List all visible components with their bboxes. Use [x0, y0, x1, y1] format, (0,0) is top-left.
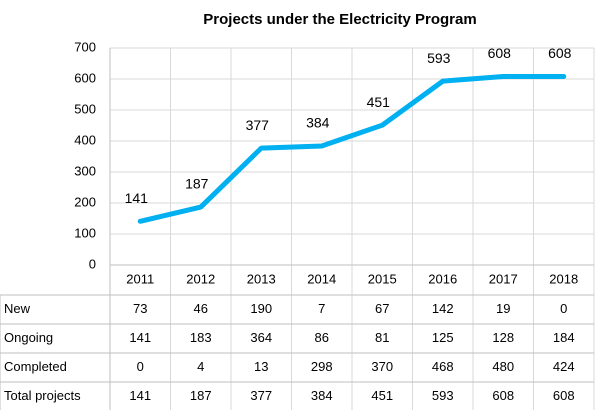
chart-title: Projects under the Electricity Program: [203, 11, 476, 28]
table-cell: 364: [250, 330, 272, 345]
row-label: New: [4, 301, 31, 316]
x-tick-label: 2012: [186, 271, 215, 286]
table-cell: 384: [311, 388, 333, 403]
table-cell: 0: [560, 301, 567, 316]
row-label: Ongoing: [4, 330, 53, 345]
x-tick-label: 2016: [428, 271, 457, 286]
y-tick-label: 700: [74, 39, 96, 54]
data-label: 187: [185, 176, 209, 192]
table-cell: 81: [375, 330, 389, 345]
table-cell: 593: [432, 388, 454, 403]
table-cell: 187: [190, 388, 212, 403]
y-tick-label: 300: [74, 163, 96, 178]
data-label: 377: [246, 117, 270, 133]
row-label: Total projects: [4, 388, 81, 403]
table-cell: 67: [375, 301, 389, 316]
table-cell: 0: [137, 359, 144, 374]
table-cell: 298: [311, 359, 333, 374]
data-label: 141: [125, 190, 149, 206]
x-tick-label: 2015: [368, 271, 397, 286]
table-cell: 128: [492, 330, 514, 345]
table-cell: 183: [190, 330, 212, 345]
table-cell: 86: [315, 330, 329, 345]
row-label: Completed: [4, 359, 67, 374]
table-cell: 370: [371, 359, 393, 374]
data-label: 593: [427, 50, 451, 66]
x-tick-label: 2014: [307, 271, 336, 286]
table-cell: 608: [492, 388, 514, 403]
y-tick-label: 600: [74, 70, 96, 85]
table-cell: 608: [553, 388, 575, 403]
table-cell: 190: [250, 301, 272, 316]
data-label: 608: [488, 45, 512, 61]
table-cell: 13: [254, 359, 268, 374]
table-cell: 46: [194, 301, 208, 316]
y-tick-label: 0: [89, 256, 96, 271]
table-cell: 19: [496, 301, 510, 316]
table-cell: 468: [432, 359, 454, 374]
table-cell: 125: [432, 330, 454, 345]
table-cell: 73: [133, 301, 147, 316]
x-tick-label: 2011: [126, 271, 154, 286]
y-tick-label: 200: [74, 194, 96, 209]
series-line: [137, 74, 567, 224]
table-cell: 142: [432, 301, 454, 316]
y-tick-label: 500: [74, 101, 96, 116]
table-cell: 4: [197, 359, 204, 374]
x-tick-label: 2018: [549, 271, 578, 286]
table-cell: 480: [492, 359, 514, 374]
table-cell: 424: [553, 359, 575, 374]
y-tick-label: 100: [74, 225, 96, 240]
data-label: 384: [306, 115, 330, 131]
data-label: 451: [367, 94, 391, 110]
data-label: 608: [548, 45, 572, 61]
table-cell: 7: [318, 301, 325, 316]
table-cell: 184: [553, 330, 575, 345]
x-tick-label: 2017: [489, 271, 518, 286]
table-cell: 141: [129, 330, 151, 345]
x-tick-label: 2013: [247, 271, 276, 286]
table-cell: 141: [129, 388, 151, 403]
y-tick-label: 400: [74, 132, 96, 147]
table-cell: 451: [371, 388, 393, 403]
table-cell: 377: [250, 388, 272, 403]
